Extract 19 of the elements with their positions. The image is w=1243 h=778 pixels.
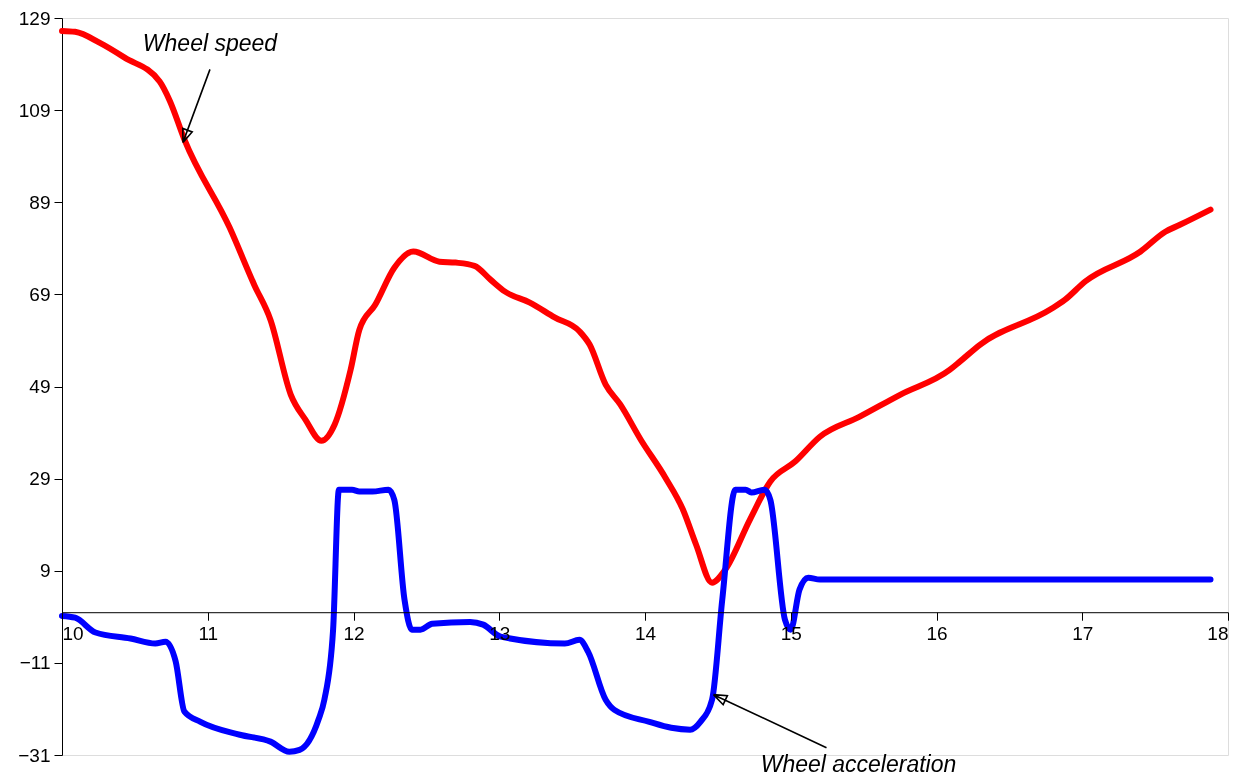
y-tick-label: 89: [29, 191, 51, 213]
x-tick-label: 18: [1207, 622, 1229, 644]
x-tick-label: 15: [780, 622, 802, 644]
x-tick-label: 16: [926, 622, 948, 644]
y-tick-label: 29: [29, 468, 51, 490]
y-tick-label: 109: [18, 99, 51, 121]
y-tick-label: 69: [29, 283, 51, 305]
x-tick-label: 14: [634, 622, 657, 644]
x-tick-label: 11: [198, 622, 219, 644]
annotation: Wheel acceleration: [760, 750, 957, 777]
y-tick-label: 9: [39, 560, 51, 582]
y-tick-label: 129: [18, 7, 51, 29]
annotation: Wheel speed: [142, 30, 279, 57]
x-tick-label: 10: [62, 622, 84, 644]
y-tick-label: −31: [18, 744, 51, 766]
x-tick-label: 17: [1072, 622, 1094, 644]
x-tick-label: 12: [343, 622, 365, 644]
y-tick-label: −11: [19, 652, 51, 674]
y-tick-label: 49: [29, 376, 51, 397]
